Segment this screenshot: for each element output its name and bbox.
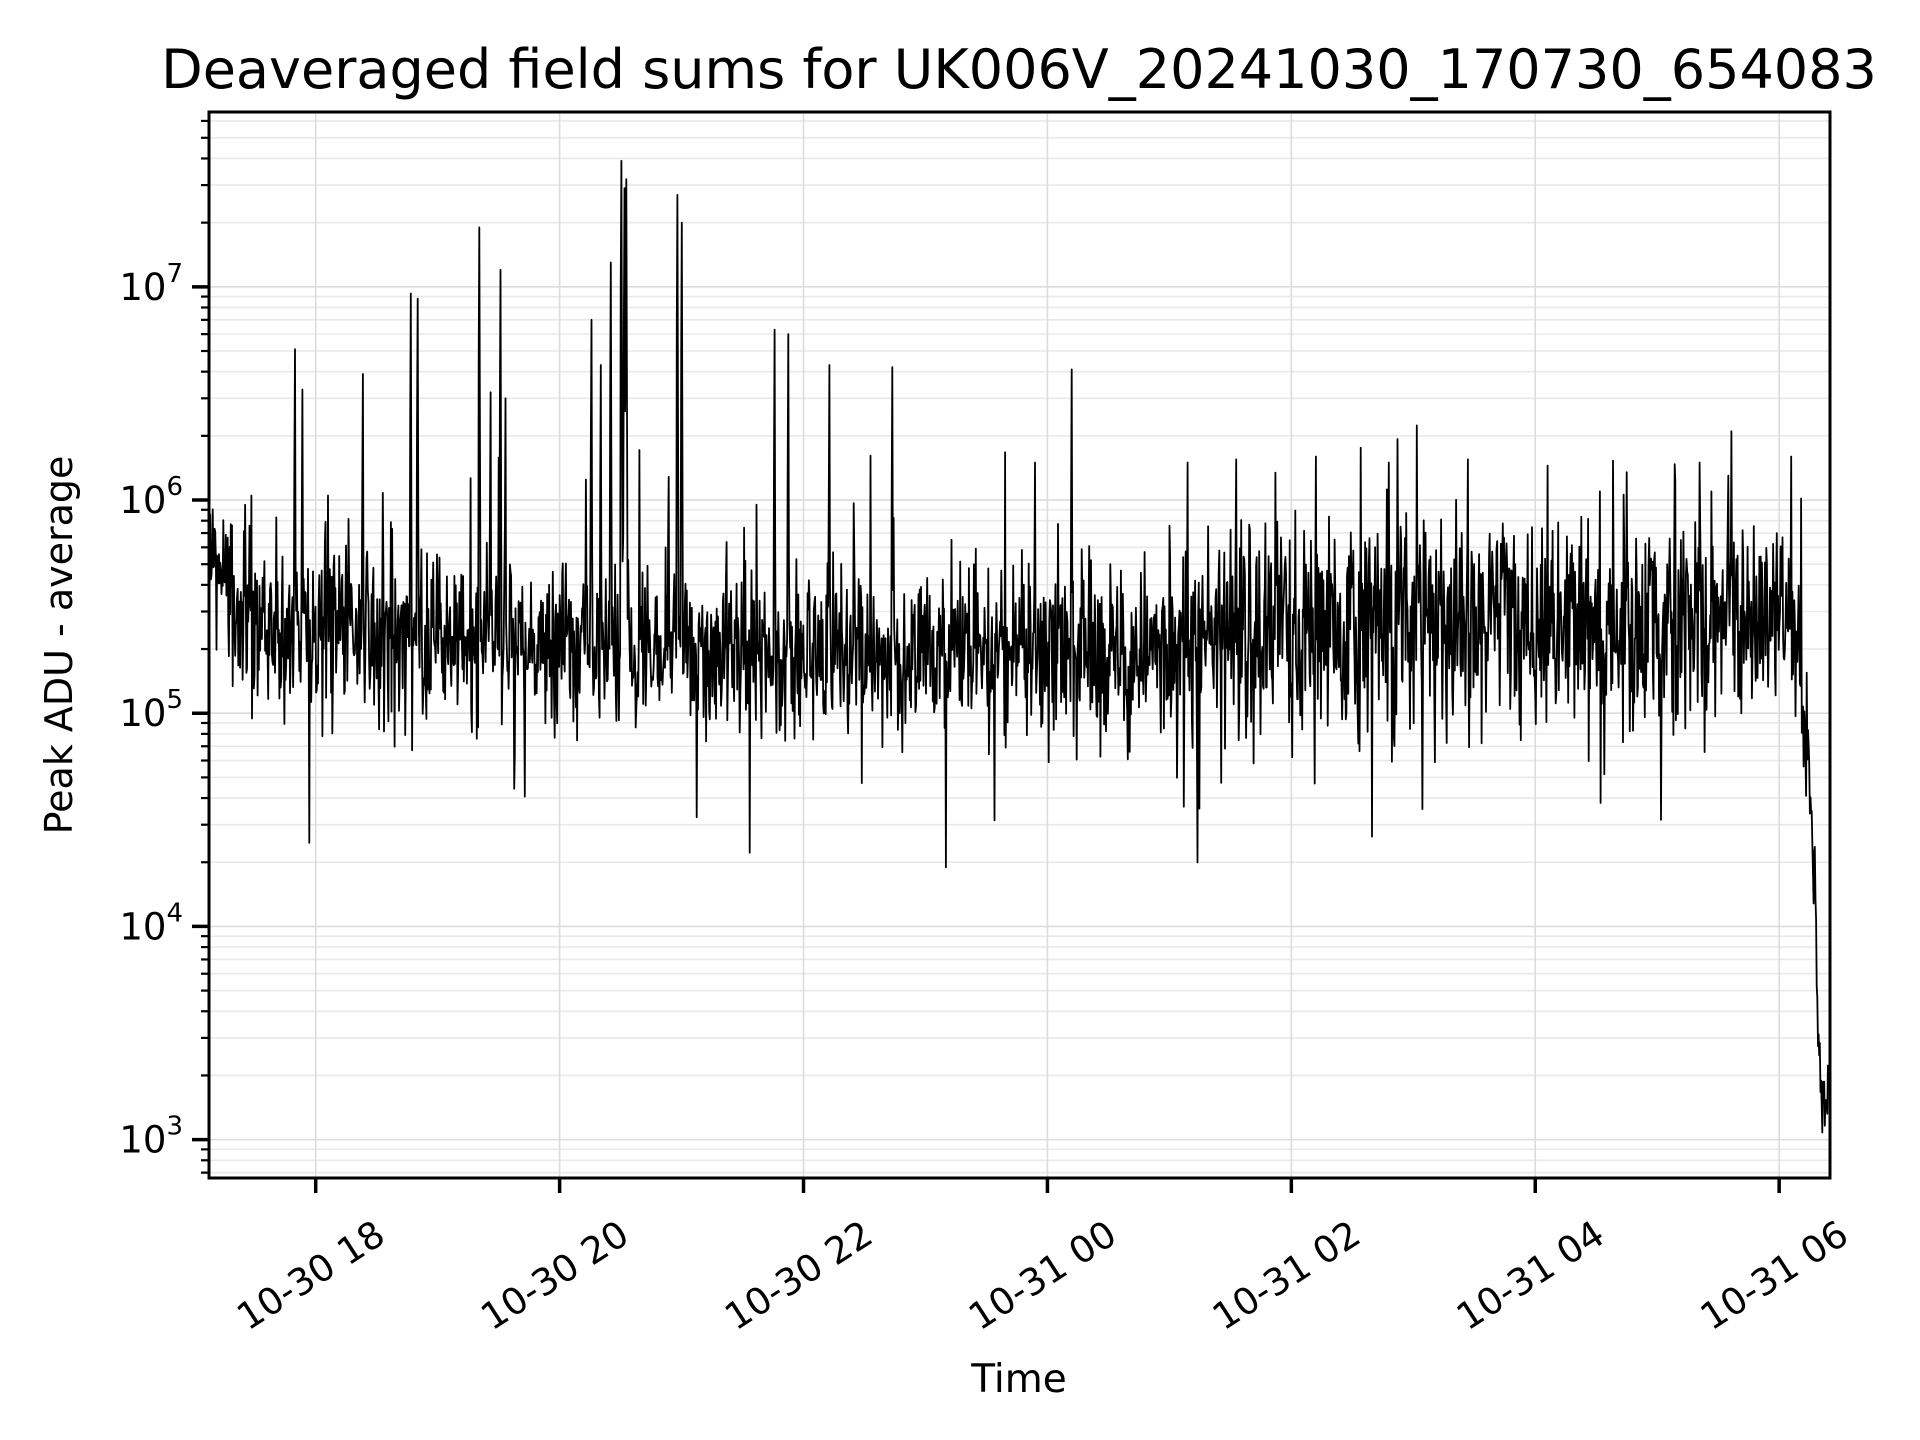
x-tick-label: 10-31 06 [1693,1212,1856,1339]
x-tick-label: 10-30 22 [717,1212,880,1339]
y-axis-label: Peak ADU - average [37,456,81,835]
y-tick-label: 107 [119,259,183,309]
data-series-line [208,159,1829,1134]
y-tick-label: 103 [119,1112,183,1162]
y-axis-tick-labels: 103 104 105 106 107 [119,259,183,1162]
x-tick-label: 10-31 04 [1449,1212,1612,1339]
chart-title: Deaveraged field sums for UK006V_2024103… [161,38,1877,101]
plot-border [207,110,1832,1180]
y-tick-label: 106 [119,472,183,522]
grid-minor-lines [209,120,1830,1174]
x-tick-label: 10-31 02 [1205,1212,1368,1339]
y-tick-label: 105 [119,685,183,735]
y-axis-major-ticks [192,285,209,1142]
x-axis-ticks [313,1178,1781,1193]
y-axis-minor-ticks [201,119,209,1174]
x-axis-tick-labels: 10-30 18 10-30 20 10-30 22 10-31 00 10-31 02… [229,1212,1855,1339]
x-tick-label: 10-30 20 [473,1212,636,1339]
x-tick-label: 10-30 18 [229,1212,392,1339]
x-axis-label: Time [970,1357,1066,1402]
x-tick-label: 10-31 00 [961,1212,1124,1339]
y-tick-label: 104 [119,898,183,948]
